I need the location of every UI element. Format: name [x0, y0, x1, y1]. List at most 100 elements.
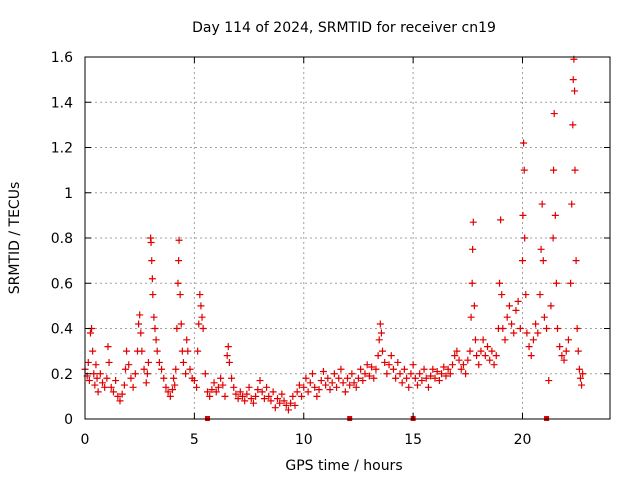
data-point-marker	[295, 381, 303, 389]
data-point-marker	[571, 166, 579, 174]
data-point-marker	[438, 370, 446, 378]
data-point-marker	[420, 365, 428, 373]
data-point-marker	[137, 329, 145, 337]
data-point-marker	[319, 367, 327, 375]
data-point-marker	[337, 365, 345, 373]
data-point-marker	[457, 365, 465, 373]
data-point-marker	[151, 325, 159, 332]
data-point-marker	[274, 395, 281, 403]
data-point-marker	[409, 361, 417, 369]
data-point-marker	[252, 392, 260, 400]
data-point-marker	[537, 245, 545, 253]
data-point-marker	[498, 291, 506, 299]
data-point-marker	[488, 347, 496, 355]
data-point-marker	[210, 379, 218, 387]
data-point-marker	[554, 325, 561, 332]
data-point-marker	[459, 361, 467, 369]
data-point-marker	[496, 279, 504, 287]
data-point-marker	[175, 257, 183, 265]
data-point-marker	[298, 392, 306, 400]
data-point-marker	[109, 388, 117, 396]
data-point-marker	[539, 257, 547, 265]
data-point-marker	[256, 377, 264, 385]
data-point-marker	[179, 358, 187, 366]
data-point-marker	[514, 297, 522, 305]
data-point-marker	[451, 352, 459, 360]
data-point-marker	[153, 347, 161, 355]
y-tick-label: 1	[64, 186, 73, 202]
data-point-marker	[170, 374, 178, 382]
data-point-marker	[429, 365, 437, 373]
data-point-marker	[490, 361, 498, 369]
data-point-marker	[341, 388, 349, 396]
data-point-marker	[304, 388, 312, 396]
data-point-marker	[254, 386, 262, 394]
data-point-marker	[387, 352, 395, 360]
data-point-marker	[116, 397, 124, 405]
chart-title: Day 114 of 2024, SRMTID for receiver cn1…	[192, 20, 496, 36]
data-point-marker	[508, 320, 516, 328]
data-point-marker	[197, 302, 205, 310]
data-point-marker	[311, 383, 319, 391]
x-tick-label: 20	[514, 432, 532, 448]
data-point-marker	[234, 395, 242, 403]
data-point-marker	[394, 358, 402, 366]
data-point-marker	[543, 325, 551, 332]
data-point-marker	[230, 383, 238, 391]
data-point-marker	[317, 377, 325, 385]
y-tick-label: 1.2	[51, 141, 73, 157]
data-point-marker	[138, 347, 146, 355]
y-tick-label: 1.6	[51, 50, 73, 66]
data-point-marker	[564, 336, 572, 344]
data-point-marker	[175, 236, 183, 244]
data-point-marker	[328, 379, 336, 387]
data-point-marker	[481, 352, 489, 360]
data-point-marker	[221, 392, 229, 400]
data-point-marker	[396, 370, 404, 378]
data-point-marker	[519, 257, 526, 265]
data-point-marker	[361, 370, 369, 378]
data-point-marker	[375, 336, 383, 344]
data-point-marker	[183, 336, 191, 344]
data-point-marker	[512, 306, 520, 314]
data-point-marker	[383, 370, 391, 378]
data-point-marker	[239, 392, 246, 400]
data-point-marker	[547, 302, 555, 310]
data-point-marker	[276, 399, 284, 407]
data-point-marker	[505, 302, 513, 310]
data-point-marker	[344, 374, 351, 382]
data-point-marker	[520, 166, 528, 174]
data-point-marker	[389, 365, 397, 373]
data-point-marker	[169, 386, 176, 394]
data-layer	[81, 55, 587, 414]
data-point-marker	[562, 347, 570, 355]
data-point-marker	[160, 374, 168, 382]
data-point-marker	[529, 336, 537, 344]
data-point-marker	[567, 279, 575, 287]
data-point-marker	[287, 399, 295, 407]
data-point-marker	[184, 347, 192, 355]
data-point-marker	[484, 343, 491, 351]
data-point-marker	[346, 381, 354, 389]
data-point-marker	[572, 257, 580, 265]
data-point-marker	[350, 379, 358, 387]
data-point-marker	[148, 257, 156, 265]
data-point-marker	[123, 347, 131, 355]
data-point-marker	[466, 347, 474, 355]
data-point-marker	[418, 377, 426, 385]
data-point-marker	[354, 374, 362, 382]
data-point-marker	[468, 279, 476, 287]
data-point-marker	[118, 390, 126, 398]
data-point-marker	[158, 365, 166, 373]
data-point-marker	[131, 370, 139, 378]
data-point-marker	[263, 383, 271, 391]
data-point-marker	[199, 325, 207, 332]
data-point-marker	[208, 386, 216, 394]
data-point-marker	[376, 320, 384, 328]
data-point-marker	[333, 383, 341, 391]
data-point-marker	[398, 379, 406, 387]
data-point-marker	[245, 383, 253, 391]
data-point-marker	[204, 388, 211, 396]
data-point-marker	[260, 395, 268, 403]
data-point-marker	[92, 361, 100, 369]
